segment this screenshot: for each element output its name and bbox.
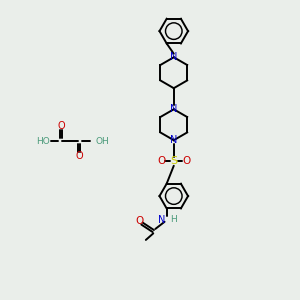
Text: O: O	[75, 151, 83, 161]
Text: H: H	[170, 215, 177, 224]
Text: O: O	[182, 156, 190, 166]
Text: N: N	[170, 52, 178, 62]
Text: OH: OH	[96, 136, 110, 146]
Text: N: N	[170, 104, 178, 114]
Text: S: S	[170, 156, 177, 166]
Text: O: O	[157, 156, 165, 166]
Text: O: O	[57, 121, 64, 131]
Text: N: N	[158, 215, 165, 225]
Text: N: N	[170, 135, 178, 145]
Text: O: O	[136, 216, 144, 226]
Text: HO: HO	[36, 136, 50, 146]
